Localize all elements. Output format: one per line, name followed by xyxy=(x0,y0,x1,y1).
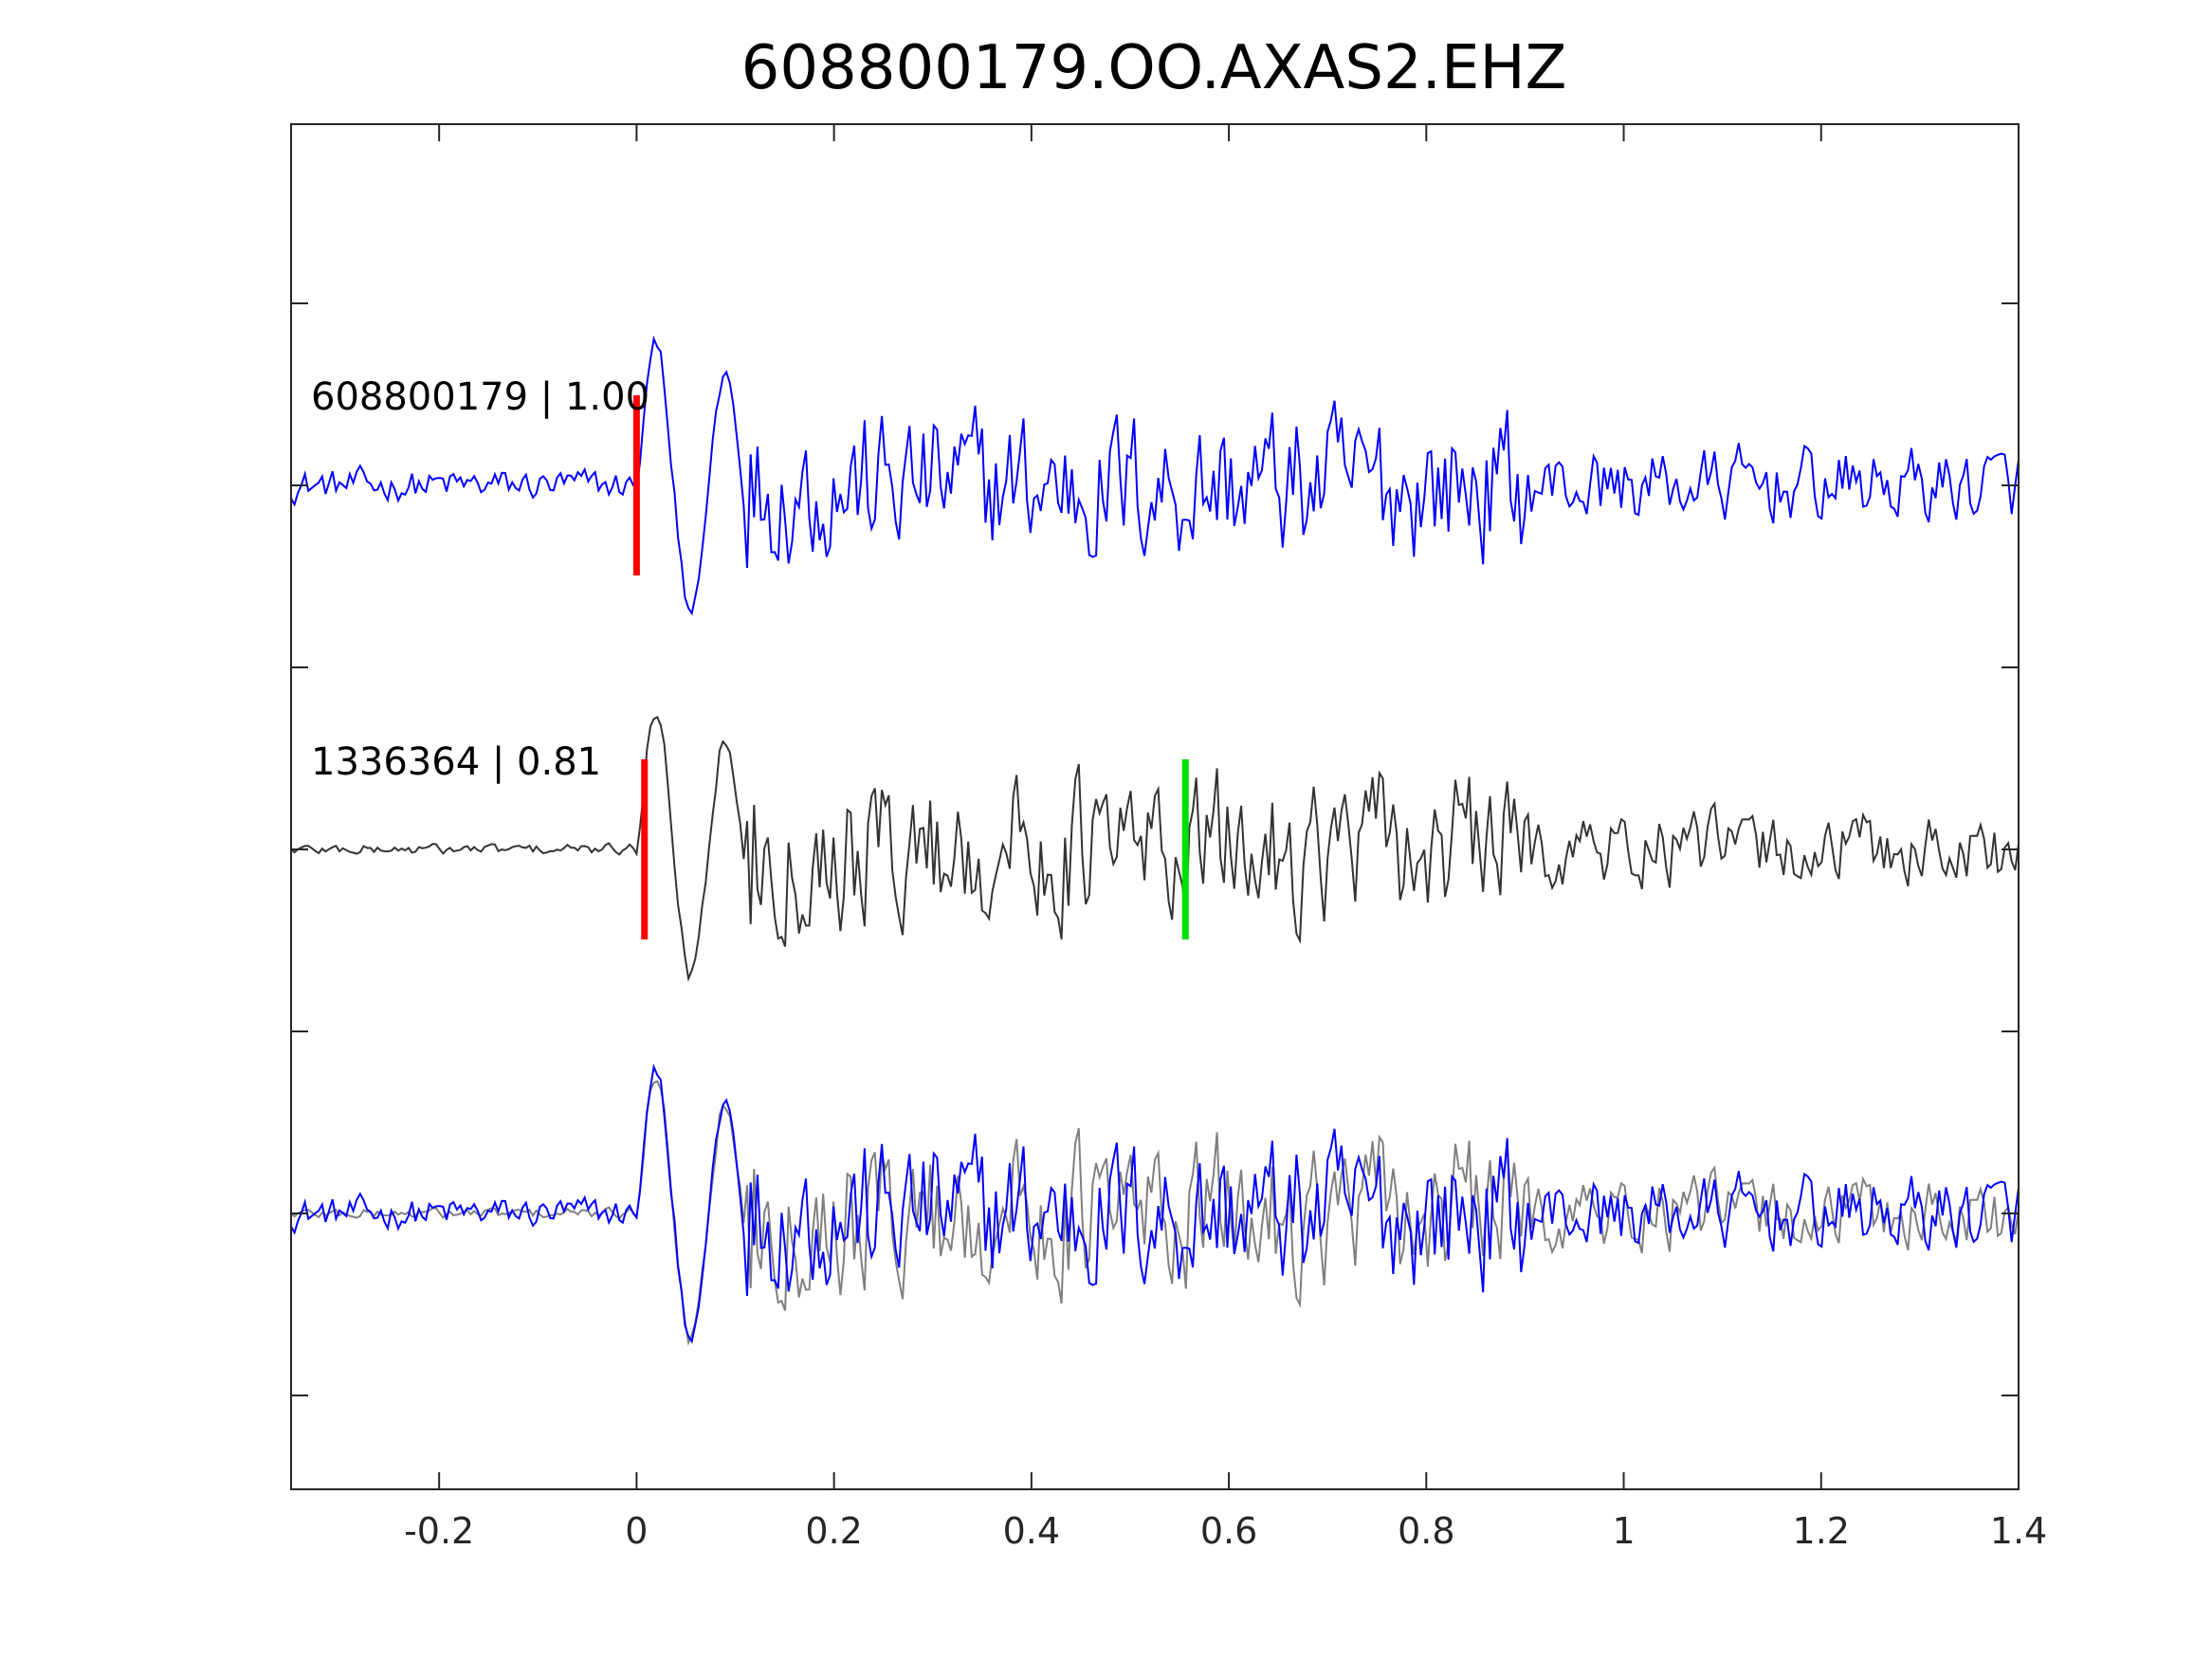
y-axis xyxy=(291,302,2019,1396)
trace-bottom-gray xyxy=(290,1080,2020,1346)
trace-label-top: 608800179 | 1.00 xyxy=(311,375,649,419)
x-axis: -0.2 0 0.2 0.4 0.6 0.8 1 1.2 1.4 xyxy=(404,124,2047,1552)
trace-label-middle: 1336364 | 0.81 xyxy=(311,740,601,784)
x-tick-label: -0.2 xyxy=(404,1510,474,1552)
plot-area: 608800179 | 1.00 1336364 | 0.81 -0.2 0 0.2… xyxy=(290,123,2047,1552)
trace-middle-gray xyxy=(290,716,2020,982)
axes-box xyxy=(290,123,2020,1490)
x-tick-label: 1.4 xyxy=(1990,1510,2047,1552)
waveform-traces xyxy=(290,335,2020,1346)
x-tick-label: 0.8 xyxy=(1398,1510,1454,1552)
x-tick-label: 1 xyxy=(1612,1510,1635,1552)
trace-top-blue xyxy=(290,335,2020,616)
trace-bottom-blue xyxy=(290,1063,2020,1344)
x-tick-label: 0.4 xyxy=(1003,1510,1060,1552)
x-tick-label: 1.2 xyxy=(1793,1510,1850,1552)
x-tick-label: 0.2 xyxy=(805,1510,862,1552)
x-tick-label: 0.6 xyxy=(1200,1510,1257,1552)
phase-picks xyxy=(632,395,1189,939)
x-tick-label: 0 xyxy=(625,1510,648,1552)
trace-labels: 608800179 | 1.00 1336364 | 0.81 xyxy=(311,375,649,784)
chart-title: 608800179.OO.AXAS2.EHZ xyxy=(741,33,1567,103)
